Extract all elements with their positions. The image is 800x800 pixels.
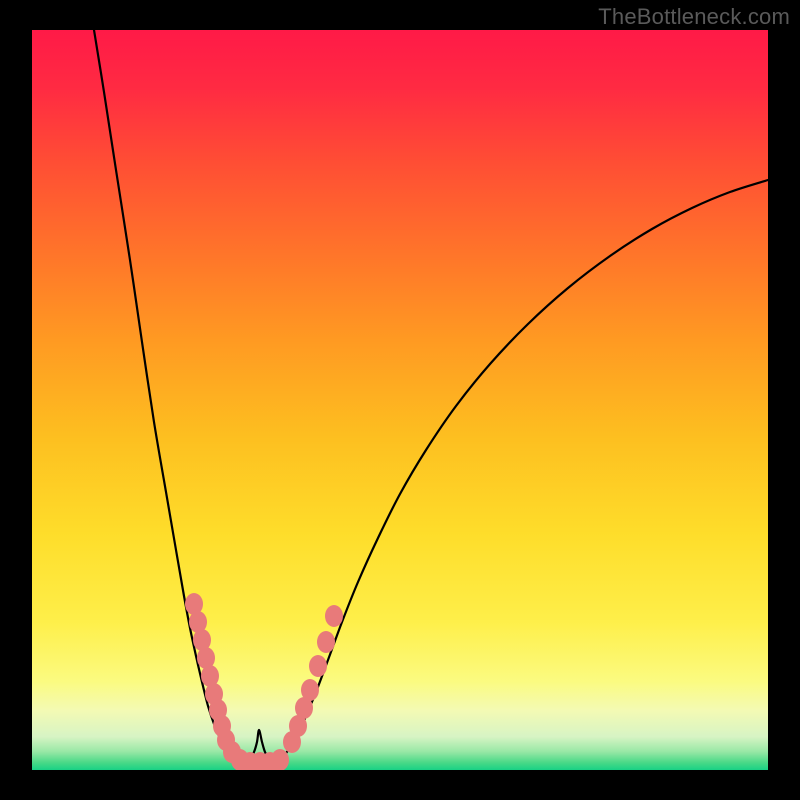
watermark-text: TheBottleneck.com xyxy=(598,4,790,30)
heatmap-gradient-background xyxy=(32,30,768,770)
plot-area xyxy=(32,30,768,770)
stage: TheBottleneck.com xyxy=(0,0,800,800)
